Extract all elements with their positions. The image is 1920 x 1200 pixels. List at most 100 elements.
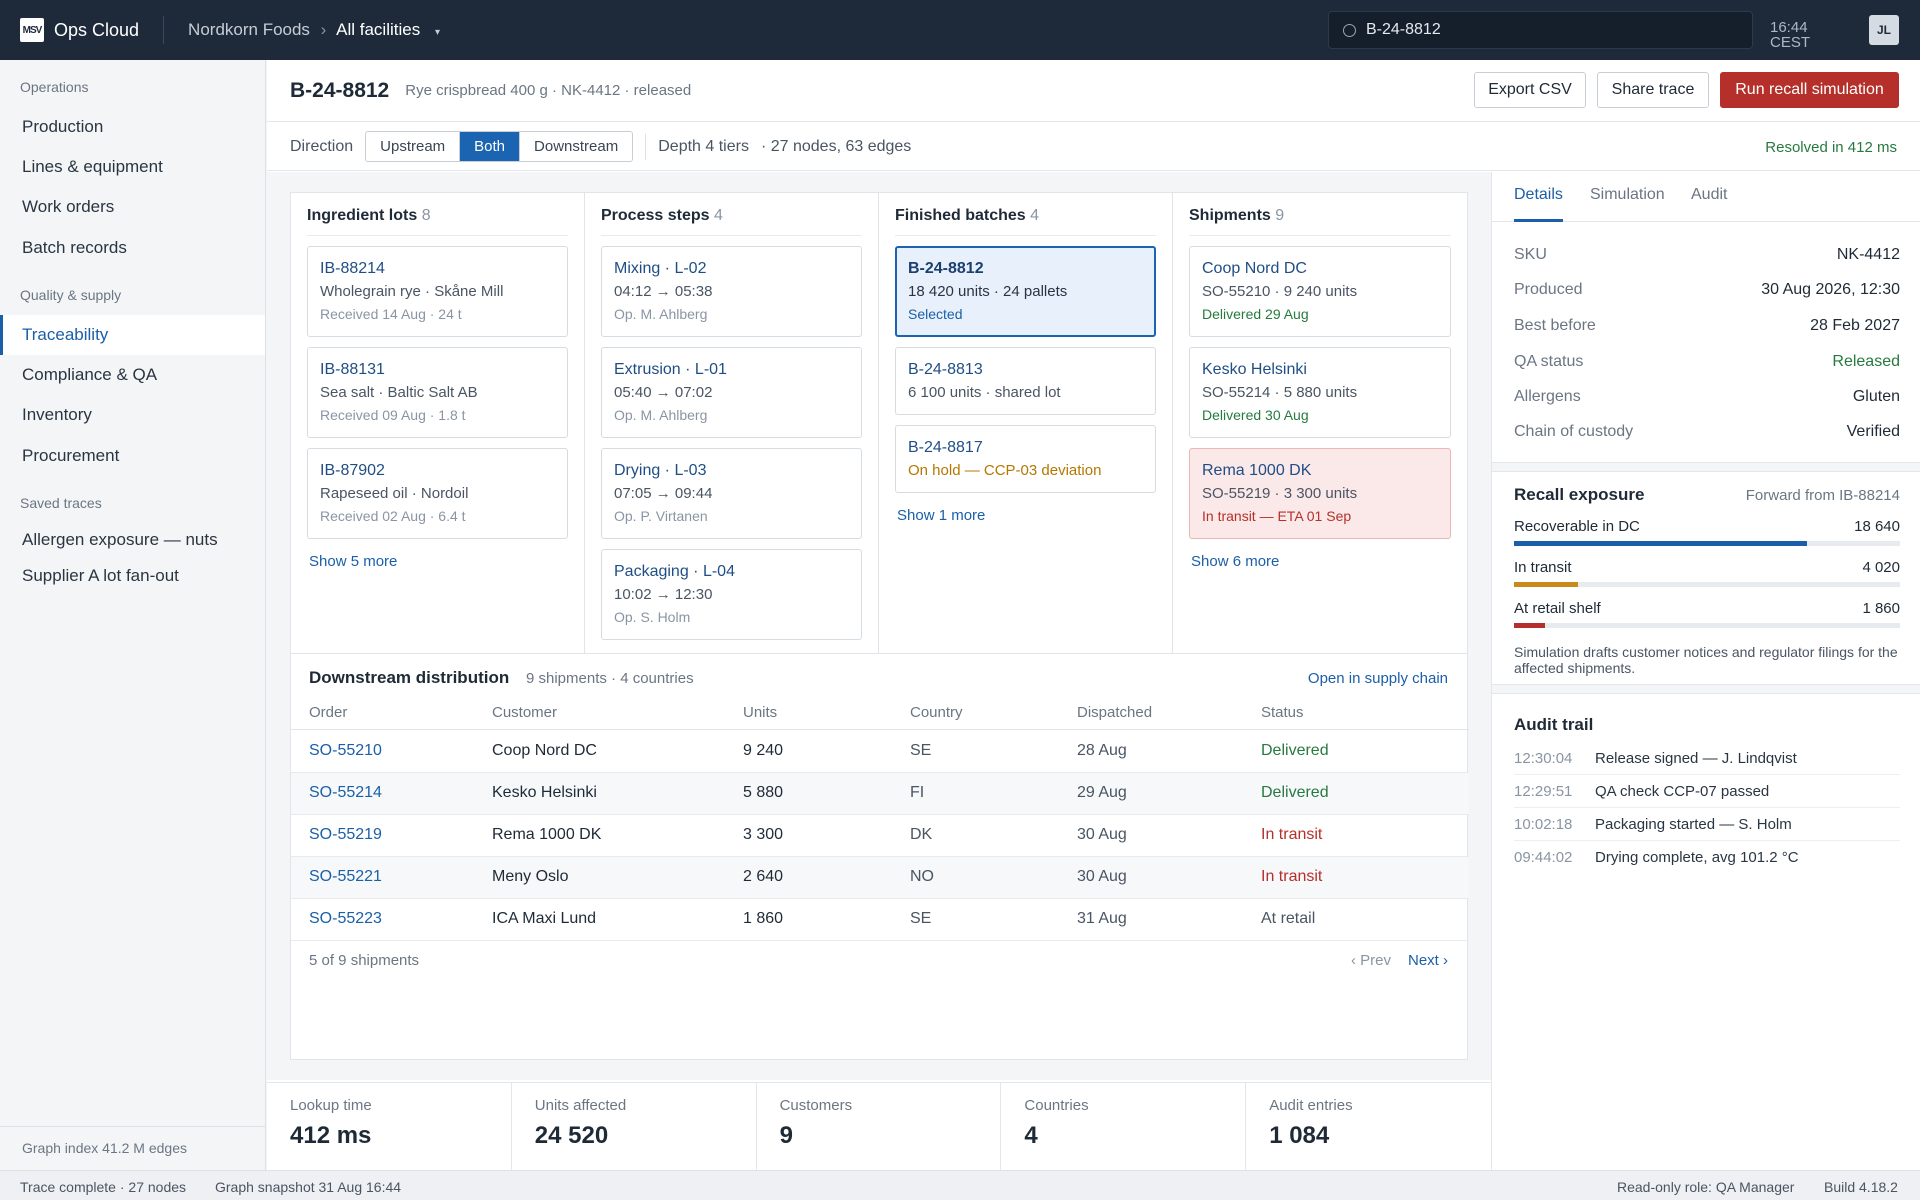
column-header-country[interactable]: Country (910, 704, 963, 721)
sidebar-item-production[interactable]: Production (22, 117, 104, 136)
depth-selector[interactable]: Depth 4 tiers (658, 137, 749, 155)
table-row[interactable]: SO-55221 Meny Oslo 2 640 NO 30 Aug In tr… (291, 857, 1469, 899)
shipment-node[interactable]: Kesko Helsinki SO-55214 · 5 880 units Deli… (1189, 347, 1451, 438)
table-row[interactable]: SO-55210 Coop Nord DC 9 240 SE 28 Aug De… (291, 731, 1469, 773)
country-cell: DK (910, 826, 933, 843)
facility-selector[interactable]: All facilities (336, 20, 421, 39)
column-header-units[interactable]: Units (743, 704, 778, 721)
node-meta: Delivered 30 Aug (1202, 407, 1309, 423)
status-cell: Delivered (1261, 742, 1329, 759)
app-logo[interactable]: MSV (20, 18, 44, 42)
sidebar-item-work-orders[interactable]: Work orders (22, 197, 115, 216)
search-input[interactable]: B-24-8812 (1328, 11, 1753, 49)
node-id: Coop Nord DC (1202, 260, 1307, 277)
order-link[interactable]: SO-55214 (309, 784, 382, 801)
order-link[interactable]: SO-55219 (309, 826, 382, 843)
country-cell: FI (910, 784, 925, 801)
tab-simulation[interactable]: Simulation (1590, 186, 1665, 203)
column-header-order[interactable]: Order (309, 704, 348, 721)
ingredient-node[interactable]: IB-88214 Wholegrain rye · Skåne Mill Recei… (307, 246, 568, 337)
sidebar-item-batch-records[interactable]: Batch records (22, 238, 127, 257)
share-trace-button[interactable]: Share trace (1597, 72, 1709, 108)
field-label: Chain of custody (1514, 423, 1634, 440)
field-label: QA status (1514, 353, 1584, 370)
process-node[interactable]: Extrusion · L-01 05:40 → 07:02 Op. M. Ahlb… (601, 347, 862, 438)
clock-time: 16:44 (1770, 19, 1808, 36)
page-header: B-24-8812 Rye crispbread 400 g · NK-4412… (267, 60, 1920, 122)
node-id: B-24-8812 (908, 260, 984, 277)
field-allergens: Allergens Gluten (1514, 388, 1900, 406)
customer-cell: Coop Nord DC (492, 742, 597, 759)
batch-node[interactable]: B-24-8813 6 100 units · shared lot (895, 347, 1156, 415)
show-more-link[interactable]: Show 6 more (1191, 553, 1280, 570)
audit-event: QA check CCP-07 passed (1595, 782, 1770, 800)
sidebar-item-inventory[interactable]: Inventory (22, 405, 92, 424)
open-supply-chain-link[interactable]: Open in supply chain (1307, 670, 1448, 687)
clock-timezone: CEST (1770, 34, 1811, 51)
sidebar-item-lines-equipment[interactable]: Lines & equipment (22, 157, 163, 176)
sidebar-item-compliance-qa[interactable]: Compliance & QA (22, 365, 158, 384)
table-row[interactable]: SO-55214 Kesko Helsinki 5 880 FI 29 Aug … (291, 773, 1469, 815)
chevron-down-icon[interactable]: ▾ (434, 27, 440, 38)
avatar[interactable]: JL (1869, 15, 1899, 45)
audit-entry[interactable]: 12:30:04 Release signed — J. Lindqvist (1514, 742, 1900, 775)
shipment-node[interactable]: Coop Nord DC SO-55210 · 9 240 units Delive… (1189, 246, 1451, 337)
batch-node-selected[interactable]: B-24-8812 18 420 units · 24 pallets Select… (895, 246, 1156, 337)
next-page-button[interactable]: Next › (1407, 952, 1448, 969)
dispatched-cell: 30 Aug (1077, 826, 1127, 843)
process-node[interactable]: Mixing · L-02 04:12 → 05:38 Op. M. Ahlberg (601, 246, 862, 337)
column-header-dispatched[interactable]: Dispatched (1077, 704, 1153, 721)
app-name: Ops Cloud (54, 19, 140, 40)
field-qa-status: QA status Released (1514, 353, 1900, 371)
direction-both[interactable]: Both (460, 132, 521, 161)
node-desc: 07:05 → 09:44 (614, 485, 713, 502)
divider (1492, 462, 1920, 472)
show-more-link[interactable]: Show 5 more (309, 553, 398, 570)
process-node[interactable]: Drying · L-03 07:05 → 09:44 Op. P. Virtane… (601, 448, 862, 539)
field-chain-of-custody: Chain of custody Verified (1514, 423, 1900, 441)
saved-trace-supplier-fan-out[interactable]: Supplier A lot fan-out (22, 566, 179, 585)
prev-page-button[interactable]: ‹ Prev (1350, 952, 1391, 969)
run-recall-simulation-button[interactable]: Run recall simulation (1720, 72, 1899, 108)
exposure-value: 1 860 (1862, 600, 1900, 617)
ingredient-node[interactable]: IB-88131 Sea salt · Baltic Salt AB Receive… (307, 347, 568, 438)
order-link[interactable]: SO-55223 (309, 910, 382, 927)
export-csv-button[interactable]: Export CSV (1474, 72, 1586, 108)
kpi-label: Lookup time (290, 1097, 372, 1114)
batch-node-on-hold[interactable]: B-24-8817 On hold — CCP-03 deviation (895, 425, 1156, 493)
audit-entry[interactable]: 10:02:18 Packaging started — S. Holm (1514, 808, 1900, 841)
kpi-value: 4 (1024, 1122, 1038, 1149)
kpi-label: Audit entries (1269, 1097, 1353, 1114)
saved-trace-allergen-exposure[interactable]: Allergen exposure — nuts (22, 530, 218, 549)
process-node[interactable]: Packaging · L-04 10:02 → 12:30 Op. S. Holm (601, 549, 862, 640)
breadcrumb-org[interactable]: Nordkorn Foods (188, 20, 310, 39)
kpi-lookup-time: Lookup time 412 ms (267, 1083, 512, 1170)
table-row[interactable]: SO-55219 Rema 1000 DK 3 300 DK 30 Aug In… (291, 815, 1469, 857)
shipment-node-in-transit[interactable]: Rema 1000 DK SO-55219 · 3 300 units In tra… (1189, 448, 1451, 539)
column-header-status[interactable]: Status (1261, 704, 1304, 721)
column-header-customer[interactable]: Customer (492, 704, 558, 721)
audit-entry[interactable]: 12:29:51 QA check CCP-07 passed (1514, 775, 1900, 808)
ingredient-node[interactable]: IB-87902 Rapeseed oil · Nordoil Received 0… (307, 448, 568, 539)
table-row[interactable]: SO-55223 ICA Maxi Lund 1 860 SE 31 Aug A… (291, 899, 1469, 941)
tab-audit[interactable]: Audit (1691, 186, 1728, 203)
show-more-link[interactable]: Show 1 more (897, 507, 986, 524)
exposure-recoverable: Recoverable in DC 18 640 (1514, 518, 1900, 546)
order-link[interactable]: SO-55210 (309, 742, 382, 759)
order-link[interactable]: SO-55221 (309, 868, 382, 885)
divider (645, 133, 647, 160)
direction-upstream[interactable]: Upstream (366, 132, 461, 161)
pagination-info: 5 of 9 shipments (309, 952, 420, 969)
kpi-label: Countries (1024, 1097, 1089, 1114)
dispatched-cell: 29 Aug (1077, 784, 1127, 801)
direction-downstream[interactable]: Downstream (534, 138, 619, 155)
sidebar-item-procurement[interactable]: Procurement (22, 446, 120, 465)
sidebar-item-traceability[interactable]: Traceability (0, 315, 265, 355)
column-title: Process steps (601, 207, 710, 224)
filter-bar: Direction Upstream Both Downstream Depth… (267, 123, 1920, 171)
audit-time: 09:44:02 (1514, 849, 1573, 866)
column-header: Ingredient lots 8 (307, 207, 568, 236)
audit-entry[interactable]: 09:44:02 Drying complete, avg 101.2 °C (1514, 841, 1900, 874)
tab-details[interactable]: Details (1514, 186, 1563, 222)
kpi-units-affected: Units affected 24 520 (512, 1083, 757, 1170)
